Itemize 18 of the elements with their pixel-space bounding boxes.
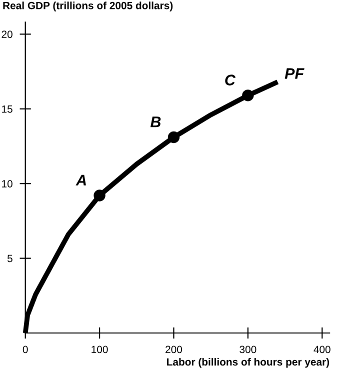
x-axis-title: Labor (billions of hours per year) — [167, 358, 330, 368]
y-tick-label: 10 — [2, 180, 12, 188]
annotation: B — [150, 116, 161, 128]
x-tick-label: 400 — [314, 346, 330, 354]
x-tick-label: 0 — [22, 346, 28, 354]
x-tick-label: 200 — [166, 346, 182, 354]
point — [242, 90, 254, 102]
y-axis-title: Real GDP (trillions of 2005 dollars) — [3, 2, 173, 12]
x-tick-label: 300 — [240, 346, 256, 354]
y-tick-label: 15 — [2, 105, 12, 113]
y-tick-label: 20 — [2, 30, 12, 38]
x-tick-label: 100 — [92, 346, 108, 354]
annotation: C — [225, 74, 236, 86]
annotation: PF — [284, 68, 304, 79]
annotation: A — [76, 174, 86, 186]
point — [168, 131, 180, 144]
point — [94, 190, 106, 202]
y-tick-label: 5 — [7, 254, 12, 262]
